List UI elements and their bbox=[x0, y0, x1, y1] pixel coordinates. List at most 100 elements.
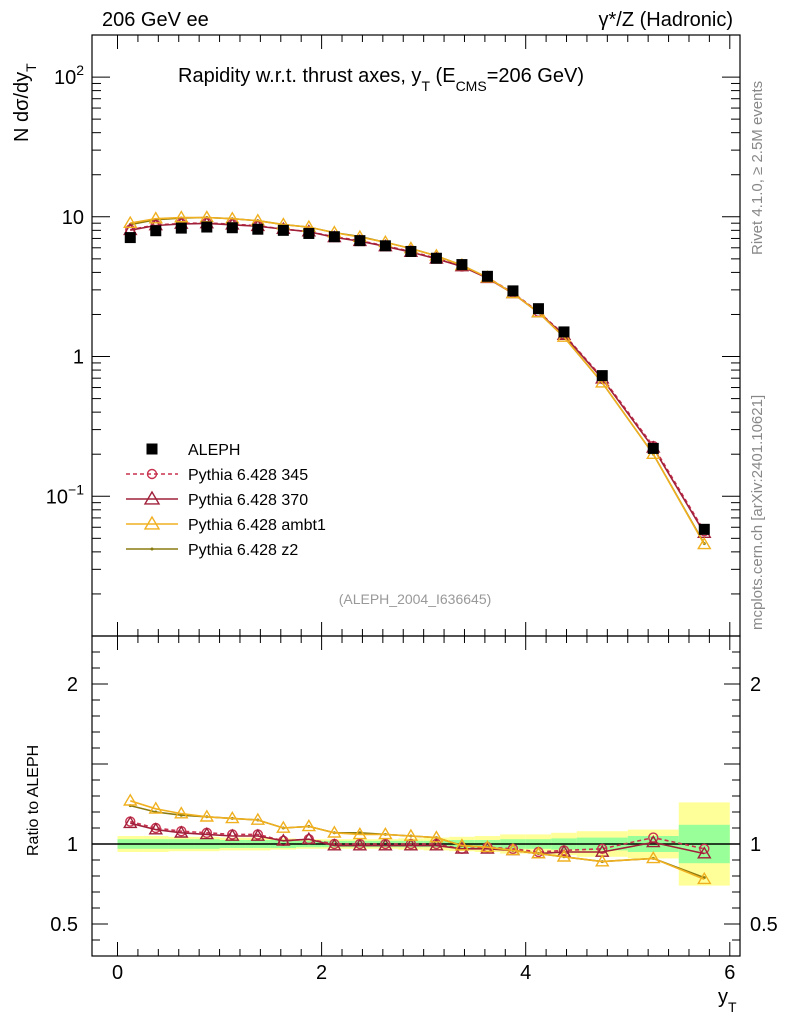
series-marker-ratio bbox=[123, 793, 138, 806]
y-tick-label: 10 bbox=[62, 207, 84, 229]
series-marker-ratio bbox=[429, 838, 444, 851]
data-point bbox=[226, 222, 238, 234]
ratio-tick-label-right: 2 bbox=[750, 674, 761, 696]
legend-marker-aleph bbox=[146, 443, 158, 455]
chart-title: Rapidity w.r.t. thrust axes, yT (ECMS=20… bbox=[178, 65, 584, 94]
series-marker-ratio bbox=[301, 819, 317, 832]
data-point bbox=[379, 240, 391, 252]
legend-label: Pythia 6.428 345 bbox=[188, 467, 308, 484]
y-axis-title: N dσ/dyT bbox=[11, 63, 39, 142]
legend-marker bbox=[146, 468, 158, 480]
series-marker-ratio bbox=[301, 831, 317, 845]
series-marker-ratio bbox=[148, 801, 164, 814]
header-right-label: γ*/Z (Hadronic) bbox=[599, 9, 733, 31]
series-line-ratio bbox=[130, 800, 705, 880]
series-marker-ratio bbox=[148, 822, 164, 835]
y-axis-title-sub: T bbox=[23, 63, 39, 72]
series-line-ratio bbox=[130, 822, 705, 855]
legend-marker bbox=[143, 490, 161, 505]
title-sub-t: T bbox=[421, 78, 430, 94]
header-left-label: 206 GeV ee bbox=[102, 9, 209, 31]
series-marker-ratio bbox=[352, 827, 368, 840]
data-point bbox=[328, 231, 340, 243]
series-marker-main bbox=[697, 537, 712, 550]
series-marker-ratio bbox=[276, 833, 291, 846]
series-marker-ratio bbox=[174, 825, 189, 838]
y-tick-label: 1 bbox=[73, 347, 84, 369]
data-point bbox=[647, 442, 659, 454]
series-marker-ratio bbox=[429, 830, 444, 843]
series-marker-ratio bbox=[327, 825, 342, 838]
series-marker-ratio bbox=[597, 843, 608, 854]
data-point bbox=[430, 252, 442, 264]
x-tick-label: 4 bbox=[520, 962, 531, 984]
series-marker-ratio bbox=[250, 812, 266, 825]
series-marker-ratio bbox=[378, 827, 393, 840]
data-point bbox=[596, 370, 608, 382]
series-line-ratio bbox=[130, 820, 705, 853]
legend-marker bbox=[143, 515, 161, 530]
series-marker-ratio bbox=[595, 854, 610, 867]
series-marker-ratio bbox=[480, 839, 495, 853]
series-marker-ratio bbox=[697, 871, 712, 885]
title-end: =206 GeV) bbox=[487, 65, 584, 87]
data-point bbox=[456, 259, 468, 271]
x-axis-title-main: y bbox=[718, 986, 728, 1008]
series-line-main bbox=[130, 222, 705, 534]
legend-label: Pythia 6.428 ambt1 bbox=[188, 517, 326, 534]
series-marker-ratio bbox=[276, 820, 291, 833]
ratio-panel-frame bbox=[91, 635, 741, 957]
series-marker-ratio bbox=[697, 846, 712, 859]
data-point bbox=[124, 232, 136, 244]
data-point bbox=[354, 235, 366, 247]
series-marker-ratio bbox=[174, 806, 189, 819]
data-point bbox=[201, 221, 213, 233]
series-marker-ratio bbox=[225, 828, 240, 841]
y-tick-label: 102 bbox=[54, 62, 84, 89]
legend-label-aleph: ALEPH bbox=[188, 442, 240, 459]
x-tick-label: 0 bbox=[112, 962, 123, 984]
data-point bbox=[507, 285, 519, 297]
series-marker-ratio bbox=[646, 835, 661, 848]
series-marker-ratio bbox=[352, 838, 368, 851]
x-axis-title-sub: T bbox=[728, 999, 737, 1015]
data-point bbox=[558, 326, 570, 338]
data-point bbox=[277, 224, 289, 236]
ratio-tick-label-left: 0.5 bbox=[50, 914, 78, 936]
title-mid: (E bbox=[430, 65, 456, 87]
series-line-main bbox=[130, 222, 705, 532]
series-marker-ratio bbox=[646, 851, 661, 864]
series-marker-ratio bbox=[454, 841, 470, 854]
ratio-tick-label-left: 2 bbox=[67, 674, 78, 696]
title-main: Rapidity w.r.t. thrust axes, y bbox=[178, 65, 421, 87]
series-marker-ratio bbox=[123, 815, 138, 829]
data-point bbox=[175, 222, 187, 234]
data-point bbox=[303, 227, 315, 239]
series-marker-ratio bbox=[505, 843, 521, 856]
x-tick-label: 6 bbox=[724, 962, 735, 984]
series-marker-ratio bbox=[225, 811, 240, 824]
series-marker-ratio bbox=[531, 846, 546, 859]
series-marker-main bbox=[148, 211, 164, 224]
series-marker-main bbox=[123, 215, 138, 228]
mcplots-label: mcplots.cern.ch [arXiv:2401.10621] bbox=[749, 395, 766, 630]
legend-label: Pythia 6.428 370 bbox=[188, 492, 308, 509]
rivet-label: Rivet 4.1.0, ≥ 2.5M events bbox=[749, 81, 766, 255]
series-marker-ratio bbox=[556, 849, 572, 862]
legend-marker bbox=[150, 547, 154, 551]
data-point bbox=[150, 225, 162, 237]
series-marker-ratio bbox=[250, 828, 266, 841]
series-marker-ratio bbox=[358, 831, 362, 835]
y-tick-label: 10−1 bbox=[46, 481, 84, 508]
data-point bbox=[252, 223, 264, 235]
ratio-tick-label-left: 1 bbox=[67, 834, 78, 856]
data-point bbox=[481, 270, 493, 282]
series-marker-ratio bbox=[327, 838, 342, 851]
ratio-tick-label-right: 0.5 bbox=[750, 914, 778, 936]
series-marker-main bbox=[174, 210, 189, 223]
y-axis-title-main: N dσ/dy bbox=[11, 72, 33, 142]
legend-label: Pythia 6.428 z2 bbox=[188, 542, 298, 559]
series-marker-ratio bbox=[378, 838, 393, 851]
series-marker-ratio bbox=[403, 838, 419, 851]
